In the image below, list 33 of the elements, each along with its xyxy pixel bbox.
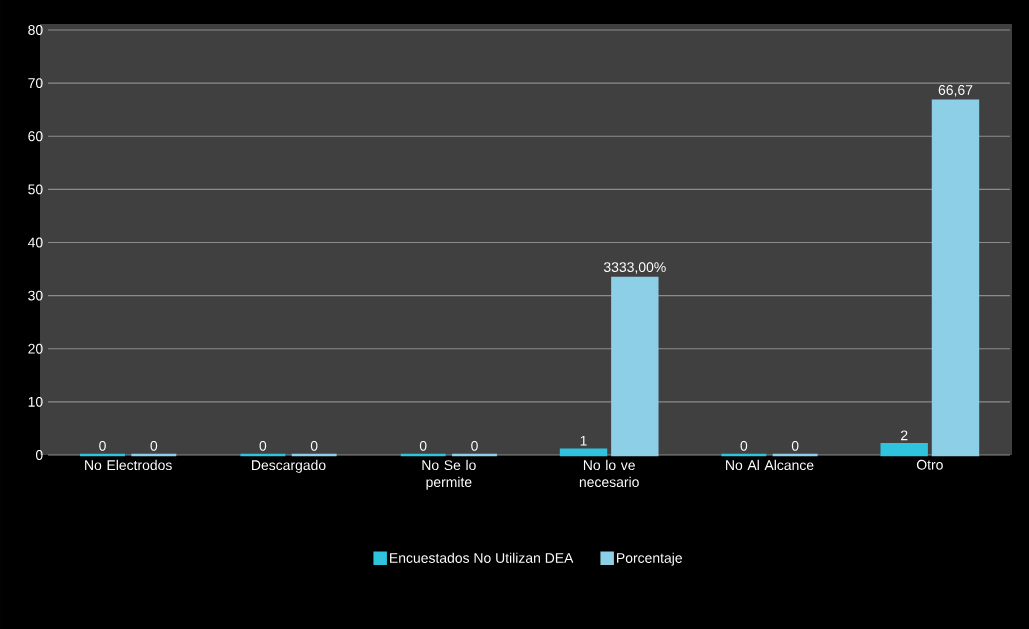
data-label: 0 xyxy=(150,440,158,451)
legend-label: Porcentaje xyxy=(617,552,682,566)
data-label: 66,67 xyxy=(938,85,973,97)
y-tick-label: 50 xyxy=(28,184,43,195)
x-tick-label: No Electrodos xyxy=(85,459,172,471)
bar xyxy=(880,443,928,457)
y-tick-label: 40 xyxy=(27,237,43,248)
x-tick-label: No Se lo permite xyxy=(422,459,476,490)
data-label: 1 xyxy=(580,435,587,446)
y-tick-label: 60 xyxy=(28,131,43,142)
y-tick-label: 10 xyxy=(28,396,43,407)
y-tick-label: 20 xyxy=(28,343,43,354)
legend-label: Encuestados No Utilizan DEA xyxy=(390,552,574,563)
x-tick-label: No lo ve necesario xyxy=(579,459,639,488)
data-label: 2 xyxy=(901,430,908,441)
data-label: 0 xyxy=(259,440,267,451)
y-tick-label: 30 xyxy=(28,290,43,301)
bar xyxy=(611,276,659,457)
y-tick-label: 0 xyxy=(35,450,43,460)
x-tick-label: Descargado xyxy=(252,459,326,473)
x-tick-label: No Al Alcance xyxy=(726,459,814,471)
bar xyxy=(559,448,608,457)
data-label: 0 xyxy=(99,440,106,451)
data-label: 0 xyxy=(310,440,318,451)
x-tick-label: Otro xyxy=(916,459,943,470)
data-label: 0 xyxy=(791,440,799,451)
bar xyxy=(931,99,980,457)
data-label: 3333,00% xyxy=(603,262,666,274)
data-label: 0 xyxy=(419,440,427,451)
y-tick-label: 70 xyxy=(28,78,43,89)
data-label: 0 xyxy=(740,440,748,451)
data-label: 0 xyxy=(471,440,478,451)
y-tick-label: 80 xyxy=(28,25,43,35)
